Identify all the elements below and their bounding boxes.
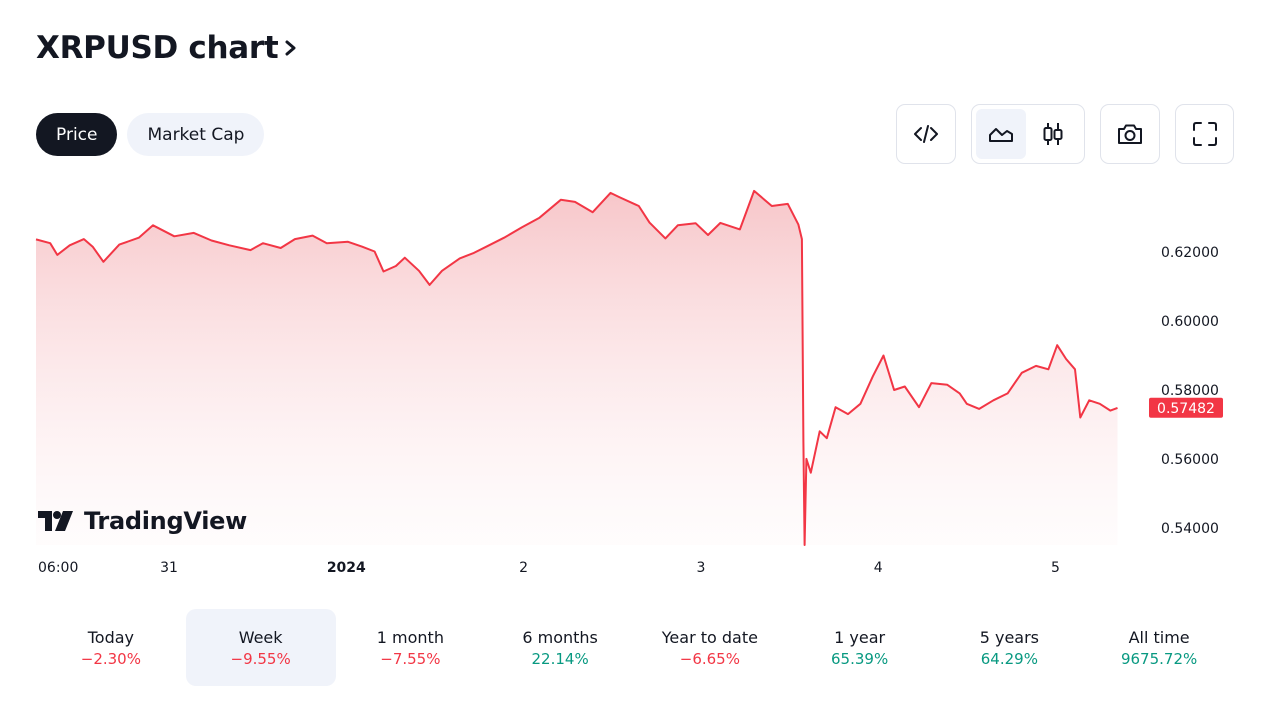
y-tick-label: 0.54000: [1161, 521, 1219, 537]
last-price-badge: [1149, 397, 1223, 418]
fullscreen-icon: [1192, 122, 1217, 146]
candlestick-icon: [1043, 123, 1063, 145]
chart-type-group: [971, 104, 1085, 164]
fullscreen-button[interactable]: [1175, 104, 1234, 164]
tradingview-logo-text: TradingView: [84, 507, 247, 535]
price-area-fill: [36, 190, 1118, 545]
period-label: Year to date: [661, 627, 758, 647]
y-tick-label: 0.56000: [1161, 452, 1219, 468]
period-change: −6.65%: [679, 649, 740, 668]
period-5-years[interactable]: 5 years 64.29%: [935, 609, 1085, 686]
chevron-right-icon: [285, 40, 296, 56]
last-price-marker: 0.57482: [1149, 397, 1223, 418]
price-chart[interactable]: 0.62000 0.60000 0.58000 0.56000 0.54000 06:0…: [0, 170, 1280, 590]
price-line: [35, 189, 1118, 546]
x-tick-label: 3: [696, 560, 705, 576]
period-label: All time: [1128, 627, 1190, 647]
x-tick-label: 31: [160, 560, 178, 576]
tab-market-cap[interactable]: Market Cap: [127, 113, 265, 156]
x-tick-label: 2024: [327, 560, 366, 576]
snapshot-button[interactable]: [1100, 104, 1160, 164]
period-today[interactable]: Today −2.30%: [36, 609, 186, 686]
period-change: −7.55%: [380, 649, 441, 668]
tab-price-label: Price: [56, 124, 98, 145]
page-title: XRPUSD chart: [36, 30, 279, 66]
x-tick-label: 4: [874, 560, 883, 576]
candlestick-button[interactable]: [1028, 109, 1078, 159]
period-6-months[interactable]: 6 months 22.14%: [485, 609, 635, 686]
period-change: −2.30%: [80, 649, 141, 668]
tradingview-logo-icon: [38, 511, 73, 531]
embed-button[interactable]: [896, 104, 956, 164]
time-axis: 06:00 31 2024 2 3 4 5: [38, 560, 1060, 576]
period-label: Week: [238, 627, 283, 647]
chart-mode-tabs: Price Market Cap: [36, 113, 265, 156]
period-all-time[interactable]: All time 9675.72%: [1084, 609, 1234, 686]
area-chart-icon: [989, 128, 1013, 142]
performance-periods: Today −2.30% Week −9.55% 1 month −7.55% …: [36, 609, 1234, 686]
period-year-to-date[interactable]: Year to date −6.65%: [635, 609, 785, 686]
tab-market-cap-label: Market Cap: [147, 124, 245, 145]
embed-code-icon: [914, 125, 938, 143]
y-tick-label: 0.58000: [1161, 383, 1219, 399]
period-label: Today: [87, 627, 135, 647]
period-1-year[interactable]: 1 year 65.39%: [785, 609, 935, 686]
period-change: 65.39%: [831, 649, 889, 668]
tradingview-logo[interactable]: TradingView: [38, 507, 247, 535]
period-label: 5 years: [979, 627, 1040, 647]
area-chart-button[interactable]: [976, 109, 1026, 159]
period-week[interactable]: Week −9.55%: [185, 609, 336, 686]
x-tick-label: 06:00: [38, 560, 78, 576]
period-change: −9.55%: [230, 649, 291, 668]
period-change: 9675.72%: [1120, 649, 1198, 668]
camera-icon: [1118, 124, 1142, 144]
period-label: 1 year: [834, 627, 886, 647]
last-price-label: 0.57482: [1157, 401, 1215, 417]
chart-title-link[interactable]: XRPUSD chart: [36, 30, 298, 66]
period-label: 6 months: [522, 627, 598, 647]
price-axis: 0.62000 0.60000 0.58000 0.56000 0.54000: [1161, 245, 1219, 537]
y-tick-label: 0.60000: [1161, 314, 1219, 330]
x-tick-label: 2: [519, 560, 528, 576]
y-tick-label: 0.62000: [1161, 245, 1219, 261]
period-1-month[interactable]: 1 month −7.55%: [336, 609, 486, 686]
period-label: 1 month: [376, 627, 444, 647]
period-change: 22.14%: [531, 649, 589, 668]
x-tick-label: 5: [1051, 560, 1060, 576]
period-change: 64.29%: [980, 649, 1038, 668]
tab-price[interactable]: Price: [36, 113, 118, 156]
